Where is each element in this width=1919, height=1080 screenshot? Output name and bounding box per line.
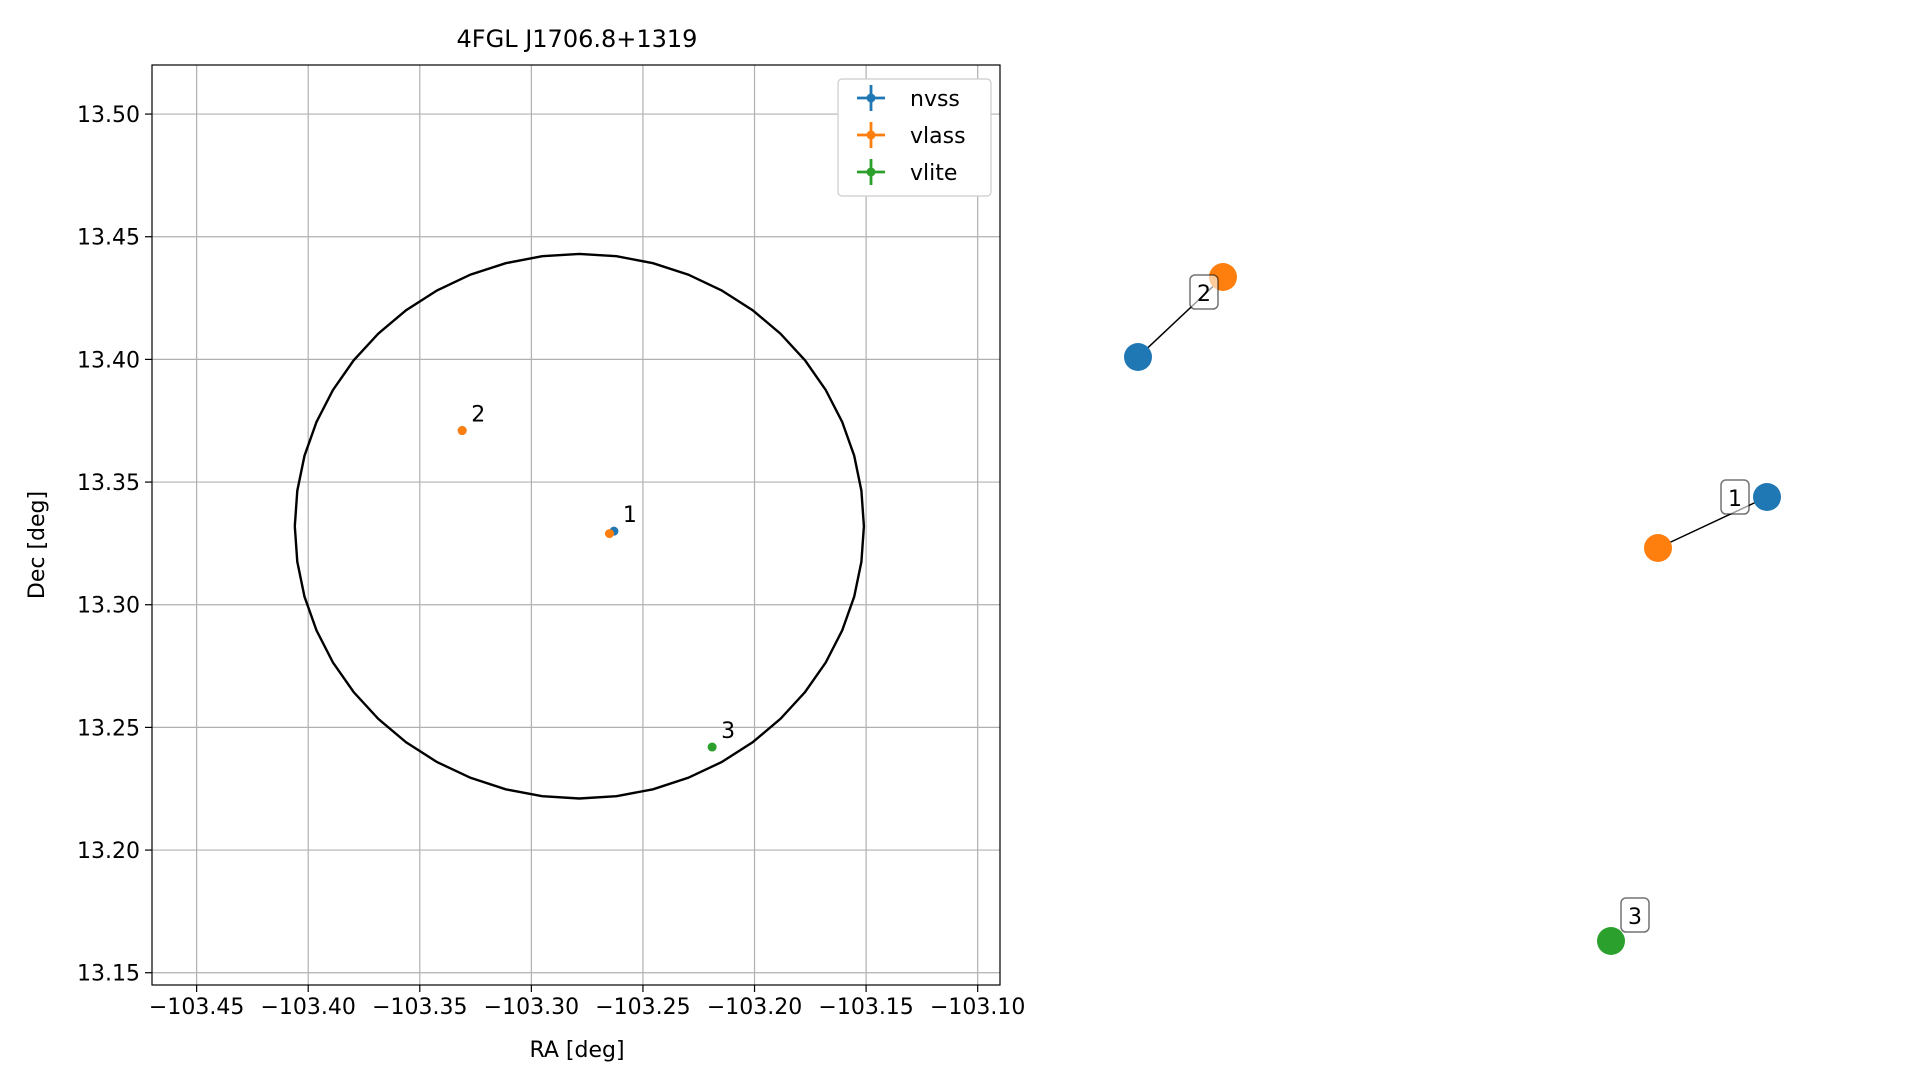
y-tick-label: 13.25 [77,716,140,741]
x-tick-label: −103.45 [149,995,244,1020]
x-axis-label: RA [deg] [529,1038,624,1063]
ellipse-layer [293,252,866,800]
legend-marker-dot [866,93,876,103]
point-annotation: 1 [623,503,637,528]
legend-marker-dot [866,167,876,177]
point-annotation: 3 [721,719,735,744]
point-annotation: 2 [471,403,485,428]
edge-label: 2 [1189,274,1219,310]
edge-label-box [1720,479,1750,515]
network-node [1644,534,1672,562]
x-tick-label: −103.40 [260,995,355,1020]
edge-label-text: 2 [1197,282,1211,307]
network-chart: 2 1 3 [1124,263,1781,955]
legend-label: vlite [910,161,957,186]
x-tick-label: −103.10 [930,995,1025,1020]
network-node [1753,483,1781,511]
x-axis: −103.45 −103.40 −103.35 −103.30 −103.25 −103.… [149,985,1025,1020]
edge-label-text: 1 [1728,487,1742,512]
edge-label: 3 [1620,897,1650,933]
y-axis: 13.15 13.20 13.25 13.30 13.35 13.40 13.45 13.50 [77,103,152,987]
y-tick-label: 13.35 [77,471,140,496]
edge-label-text: 3 [1628,905,1642,930]
data-point-vlass [604,529,614,539]
y-tick-label: 13.20 [77,839,140,864]
grid [152,65,1000,985]
legend-item: vlass [857,122,966,149]
edge [1657,496,1768,549]
y-tick-label: 13.45 [77,226,140,251]
edge-label-box [1189,274,1219,310]
network-node [1124,343,1152,371]
legend: nvss vlass vlite [837,78,992,197]
legend-marker-dot [866,130,876,140]
x-tick-label: −103.15 [818,995,913,1020]
y-tick-label: 13.40 [77,348,140,373]
legend-label: vlass [910,124,966,149]
edge-label-box [1620,897,1650,933]
x-tick-label: −103.30 [484,995,579,1020]
points-layer [457,426,717,752]
network-node [1597,927,1625,955]
annotations-layer: 1 2 3 [471,403,735,744]
error-ellipse [293,252,866,800]
x-tick-label: −103.20 [707,995,802,1020]
legend-item: nvss [857,85,960,112]
data-point-vlite [707,742,717,752]
y-tick-label: 13.30 [77,594,140,619]
legend-label: nvss [910,87,960,112]
y-tick-label: 13.50 [77,103,140,128]
chart-title: 4FGL J1706.8+1319 [457,25,698,53]
x-tick-label: −103.35 [372,995,467,1020]
legend-box [837,78,992,197]
scatter-chart: 123 −103.45 −103.40 −103.35 −103.30 −103.25−… [25,25,1025,1063]
x-tick-label: −103.25 [595,995,690,1020]
axes-frame [151,64,1001,986]
data-point-vlass [457,426,467,436]
legend-item: vlite [857,159,957,186]
legend-items: nvss vlass vlite [857,85,966,186]
y-axis-label: Dec [deg] [25,491,50,599]
edge-label: 1 [1720,479,1750,515]
y-tick-label: 13.15 [77,962,140,987]
